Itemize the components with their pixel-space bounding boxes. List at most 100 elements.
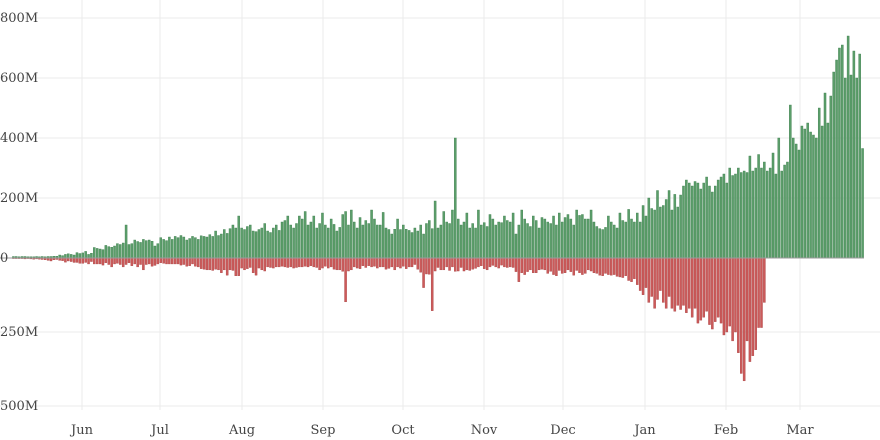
bar-upper: [740, 172, 743, 259]
bar-lower: [295, 257, 298, 268]
bar-lower: [598, 257, 601, 276]
bar-lower: [664, 257, 668, 309]
bar-upper: [488, 214, 492, 259]
bar-lower: [722, 257, 726, 336]
bar-lower: [529, 257, 532, 271]
bar-upper: [526, 223, 529, 259]
bar-upper: [696, 182, 700, 259]
bar-lower: [621, 257, 625, 278]
bar-lower: [327, 257, 330, 269]
bar-lower: [246, 257, 249, 269]
bar-upper: [604, 227, 607, 259]
bar-upper: [399, 229, 402, 259]
bar-lower: [240, 257, 243, 269]
bar-upper: [768, 167, 772, 259]
bars: [0, 35, 864, 382]
bar-lower: [716, 257, 720, 318]
bar-upper: [763, 161, 766, 259]
bar-upper: [318, 223, 321, 259]
bar-lower: [537, 257, 541, 271]
y-tick-label: 200M: [0, 191, 38, 206]
bar-lower: [202, 257, 206, 270]
bar-lower: [633, 257, 636, 279]
bar-upper: [618, 212, 622, 259]
bar-upper: [355, 227, 359, 259]
bar-upper: [575, 209, 578, 259]
bar-upper: [468, 227, 472, 259]
bar-upper: [682, 185, 685, 259]
bar-lower: [416, 257, 420, 270]
bar-upper: [529, 226, 532, 259]
bar-upper: [711, 191, 714, 259]
bar-lower: [549, 257, 552, 272]
bar-upper: [517, 224, 521, 259]
bar-upper: [240, 227, 243, 259]
bar-upper: [742, 170, 746, 259]
bar-lower: [546, 257, 549, 274]
bar-lower: [399, 257, 402, 269]
bar-upper: [797, 149, 801, 259]
bar-lower: [173, 257, 177, 265]
bar-lower: [485, 257, 489, 271]
bar-lower: [272, 257, 275, 269]
bar-upper: [841, 44, 844, 259]
bar-lower: [214, 257, 217, 270]
bar-lower: [156, 257, 160, 265]
bar-upper: [243, 229, 246, 259]
bar-upper: [257, 229, 261, 259]
x-tick-label: Aug: [228, 423, 255, 438]
bar-lower: [191, 257, 194, 265]
bar-lower: [312, 257, 316, 268]
bar-upper: [653, 209, 656, 259]
bar-upper: [445, 221, 448, 259]
y-tick-label: 800M: [0, 11, 38, 26]
bar-lower: [260, 257, 264, 271]
bar-upper: [309, 221, 313, 259]
bar-lower: [208, 257, 212, 271]
bar-upper: [474, 227, 477, 259]
bar-upper: [783, 164, 786, 259]
bar-upper: [592, 221, 596, 259]
bar-lower: [445, 257, 448, 268]
bar-lower: [81, 257, 85, 264]
bar-lower: [318, 257, 321, 271]
bar-upper: [465, 212, 469, 259]
bar-lower: [699, 257, 703, 321]
bar-lower: [673, 257, 677, 312]
bar-lower: [121, 257, 125, 268]
bar-upper: [425, 223, 428, 259]
bar-lower: [335, 257, 339, 271]
bar-lower: [520, 257, 523, 274]
bar-upper: [159, 237, 162, 259]
bar-upper: [407, 230, 411, 259]
bar-lower: [436, 257, 440, 268]
bar-upper: [500, 222, 503, 259]
bar-lower: [659, 257, 662, 291]
bar-upper: [794, 143, 798, 259]
bar-upper: [353, 221, 356, 259]
bar-lower: [679, 257, 682, 310]
bar-upper: [367, 223, 370, 259]
bar-lower: [303, 257, 307, 267]
bar-lower: [500, 257, 503, 266]
bar-lower: [688, 257, 691, 309]
bar-upper: [95, 248, 99, 259]
bar-lower: [624, 257, 627, 276]
bar-lower: [116, 257, 119, 264]
bar-lower: [719, 257, 723, 324]
x-tick-label: Nov: [471, 423, 498, 438]
bar-lower: [292, 257, 295, 269]
bar-upper: [303, 211, 307, 259]
bar-upper: [817, 107, 821, 259]
bar-upper: [673, 194, 677, 259]
bar-upper: [69, 254, 73, 259]
bar-lower: [604, 257, 607, 274]
bar-upper: [344, 211, 347, 259]
bar-upper: [454, 137, 457, 259]
bar-upper: [168, 236, 171, 259]
bar-lower: [309, 257, 313, 266]
bar-lower: [607, 257, 610, 275]
bar-upper: [260, 227, 264, 259]
bar-lower: [254, 257, 258, 276]
bar-upper: [705, 176, 708, 259]
